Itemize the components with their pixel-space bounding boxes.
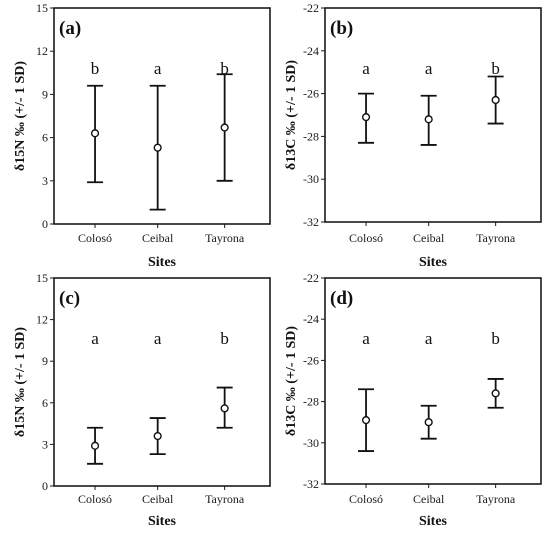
error-bar <box>87 426 104 465</box>
mean-point <box>90 129 100 138</box>
y-tick-label: 6 <box>42 396 48 410</box>
x-tick-label: Ceibal <box>413 492 445 506</box>
significance-letter: b <box>491 59 500 78</box>
x-tick-label: Ceibal <box>142 492 174 506</box>
mean-point <box>153 431 162 441</box>
x-tick-label: Tayrona <box>476 492 516 506</box>
mean-point <box>220 123 229 132</box>
mean-point <box>361 113 371 122</box>
error-bar <box>420 404 437 440</box>
y-tick-label: 15 <box>36 271 48 285</box>
significance-letter: a <box>91 329 99 348</box>
y-axis-label: δ13C ‰ (+/- 1 SD) <box>284 326 299 436</box>
y-tick-label: -26 <box>303 353 319 367</box>
y-tick-label: 3 <box>42 437 48 451</box>
y-tick-label: -24 <box>303 44 319 58</box>
x-tick-label: Ceibal <box>142 231 174 245</box>
y-tick-label: -28 <box>303 395 319 409</box>
error-bar <box>420 94 437 146</box>
significance-letter: b <box>220 59 229 78</box>
error-bar <box>358 388 375 452</box>
y-tick-label: 6 <box>42 131 48 145</box>
plot-frame <box>53 277 271 487</box>
plot-frame <box>53 7 271 225</box>
significance-letter: b <box>91 59 100 78</box>
error-bar <box>487 75 504 125</box>
mean-point <box>90 441 100 450</box>
y-tick-label: -30 <box>303 436 319 450</box>
significance-letter: a <box>154 59 162 78</box>
x-tick-label: Colosó <box>349 492 383 506</box>
significance-letter: b <box>491 329 500 348</box>
x-axis-label: Sites <box>419 255 448 270</box>
y-tick-label: 3 <box>42 174 48 188</box>
panel-label: (a) <box>59 18 81 39</box>
error-bar <box>149 84 166 211</box>
y-tick-label: 0 <box>42 217 48 231</box>
panel-d: -32 -30 -28 -26 -24 -22 Colosó Ceibal Tayrona δ13… <box>284 271 542 529</box>
plot-frame <box>324 7 542 223</box>
y-tick-label: -22 <box>303 1 319 15</box>
panel-c: 0 3 6 9 12 15 Colosó Ceibal Tayrona δ15N ‰ (+/- 1… <box>13 271 271 529</box>
error-bar <box>487 378 504 409</box>
y-tick-label: -26 <box>303 87 319 101</box>
mean-point <box>491 389 500 398</box>
error-bar <box>87 84 104 184</box>
y-tick-label: -30 <box>303 172 319 186</box>
panel-b: -32 -30 -28 -26 -24 -22 Colosó Ceibal Tayrona δ13… <box>284 1 542 270</box>
x-tick-label: Colosó <box>78 231 112 245</box>
x-tick-label: Colosó <box>78 492 112 506</box>
x-tick-label: Tayrona <box>476 231 516 245</box>
mean-point <box>361 416 371 425</box>
y-tick-label: 12 <box>36 44 48 58</box>
y-tick-label: 9 <box>42 87 48 101</box>
panel-label: (b) <box>330 18 353 39</box>
y-tick-label: -22 <box>303 271 319 285</box>
significance-letter: a <box>425 329 433 348</box>
mean-point <box>424 418 433 427</box>
y-tick-label: -32 <box>303 215 319 229</box>
y-tick-label: 12 <box>36 313 48 327</box>
panel-label: (c) <box>59 288 80 309</box>
y-tick-label: -32 <box>303 477 319 491</box>
mean-point <box>153 143 162 152</box>
significance-letter: a <box>362 329 370 348</box>
y-axis-label: δ15N ‰ (+/- 1 SD) <box>13 61 28 171</box>
x-tick-label: Ceibal <box>413 231 445 245</box>
significance-letter: b <box>220 329 229 348</box>
mean-point <box>220 404 229 413</box>
error-bar <box>216 73 233 182</box>
x-tick-label: Colosó <box>349 231 383 245</box>
y-tick-label: 0 <box>42 479 48 493</box>
panel-label: (d) <box>330 288 353 309</box>
error-bar <box>149 417 166 456</box>
mean-point <box>491 95 500 105</box>
y-tick-label: 9 <box>42 354 48 368</box>
significance-letter: a <box>362 59 370 78</box>
x-axis-label: Sites <box>148 514 177 529</box>
y-tick-label: -24 <box>303 312 319 326</box>
significance-letter: a <box>425 59 433 78</box>
y-axis-label: δ15N ‰ (+/- 1 SD) <box>13 327 28 437</box>
y-tick-label: -28 <box>303 129 319 143</box>
error-bar <box>216 386 233 429</box>
y-tick-label: 15 <box>36 1 48 15</box>
x-axis-label: Sites <box>148 255 177 270</box>
panel-a: 0 3 6 9 12 15 Colosó Ceibal Tayrona δ15N ‰ (+/- 1… <box>13 1 271 270</box>
significance-letter: a <box>154 329 162 348</box>
x-axis-label: Sites <box>419 514 448 529</box>
y-axis-label: δ13C ‰ (+/- 1 SD) <box>284 60 299 170</box>
x-tick-label: Tayrona <box>205 492 245 506</box>
x-tick-label: Tayrona <box>205 231 245 245</box>
plot-frame <box>324 277 542 485</box>
error-bar <box>358 92 375 144</box>
mean-point <box>424 115 433 124</box>
